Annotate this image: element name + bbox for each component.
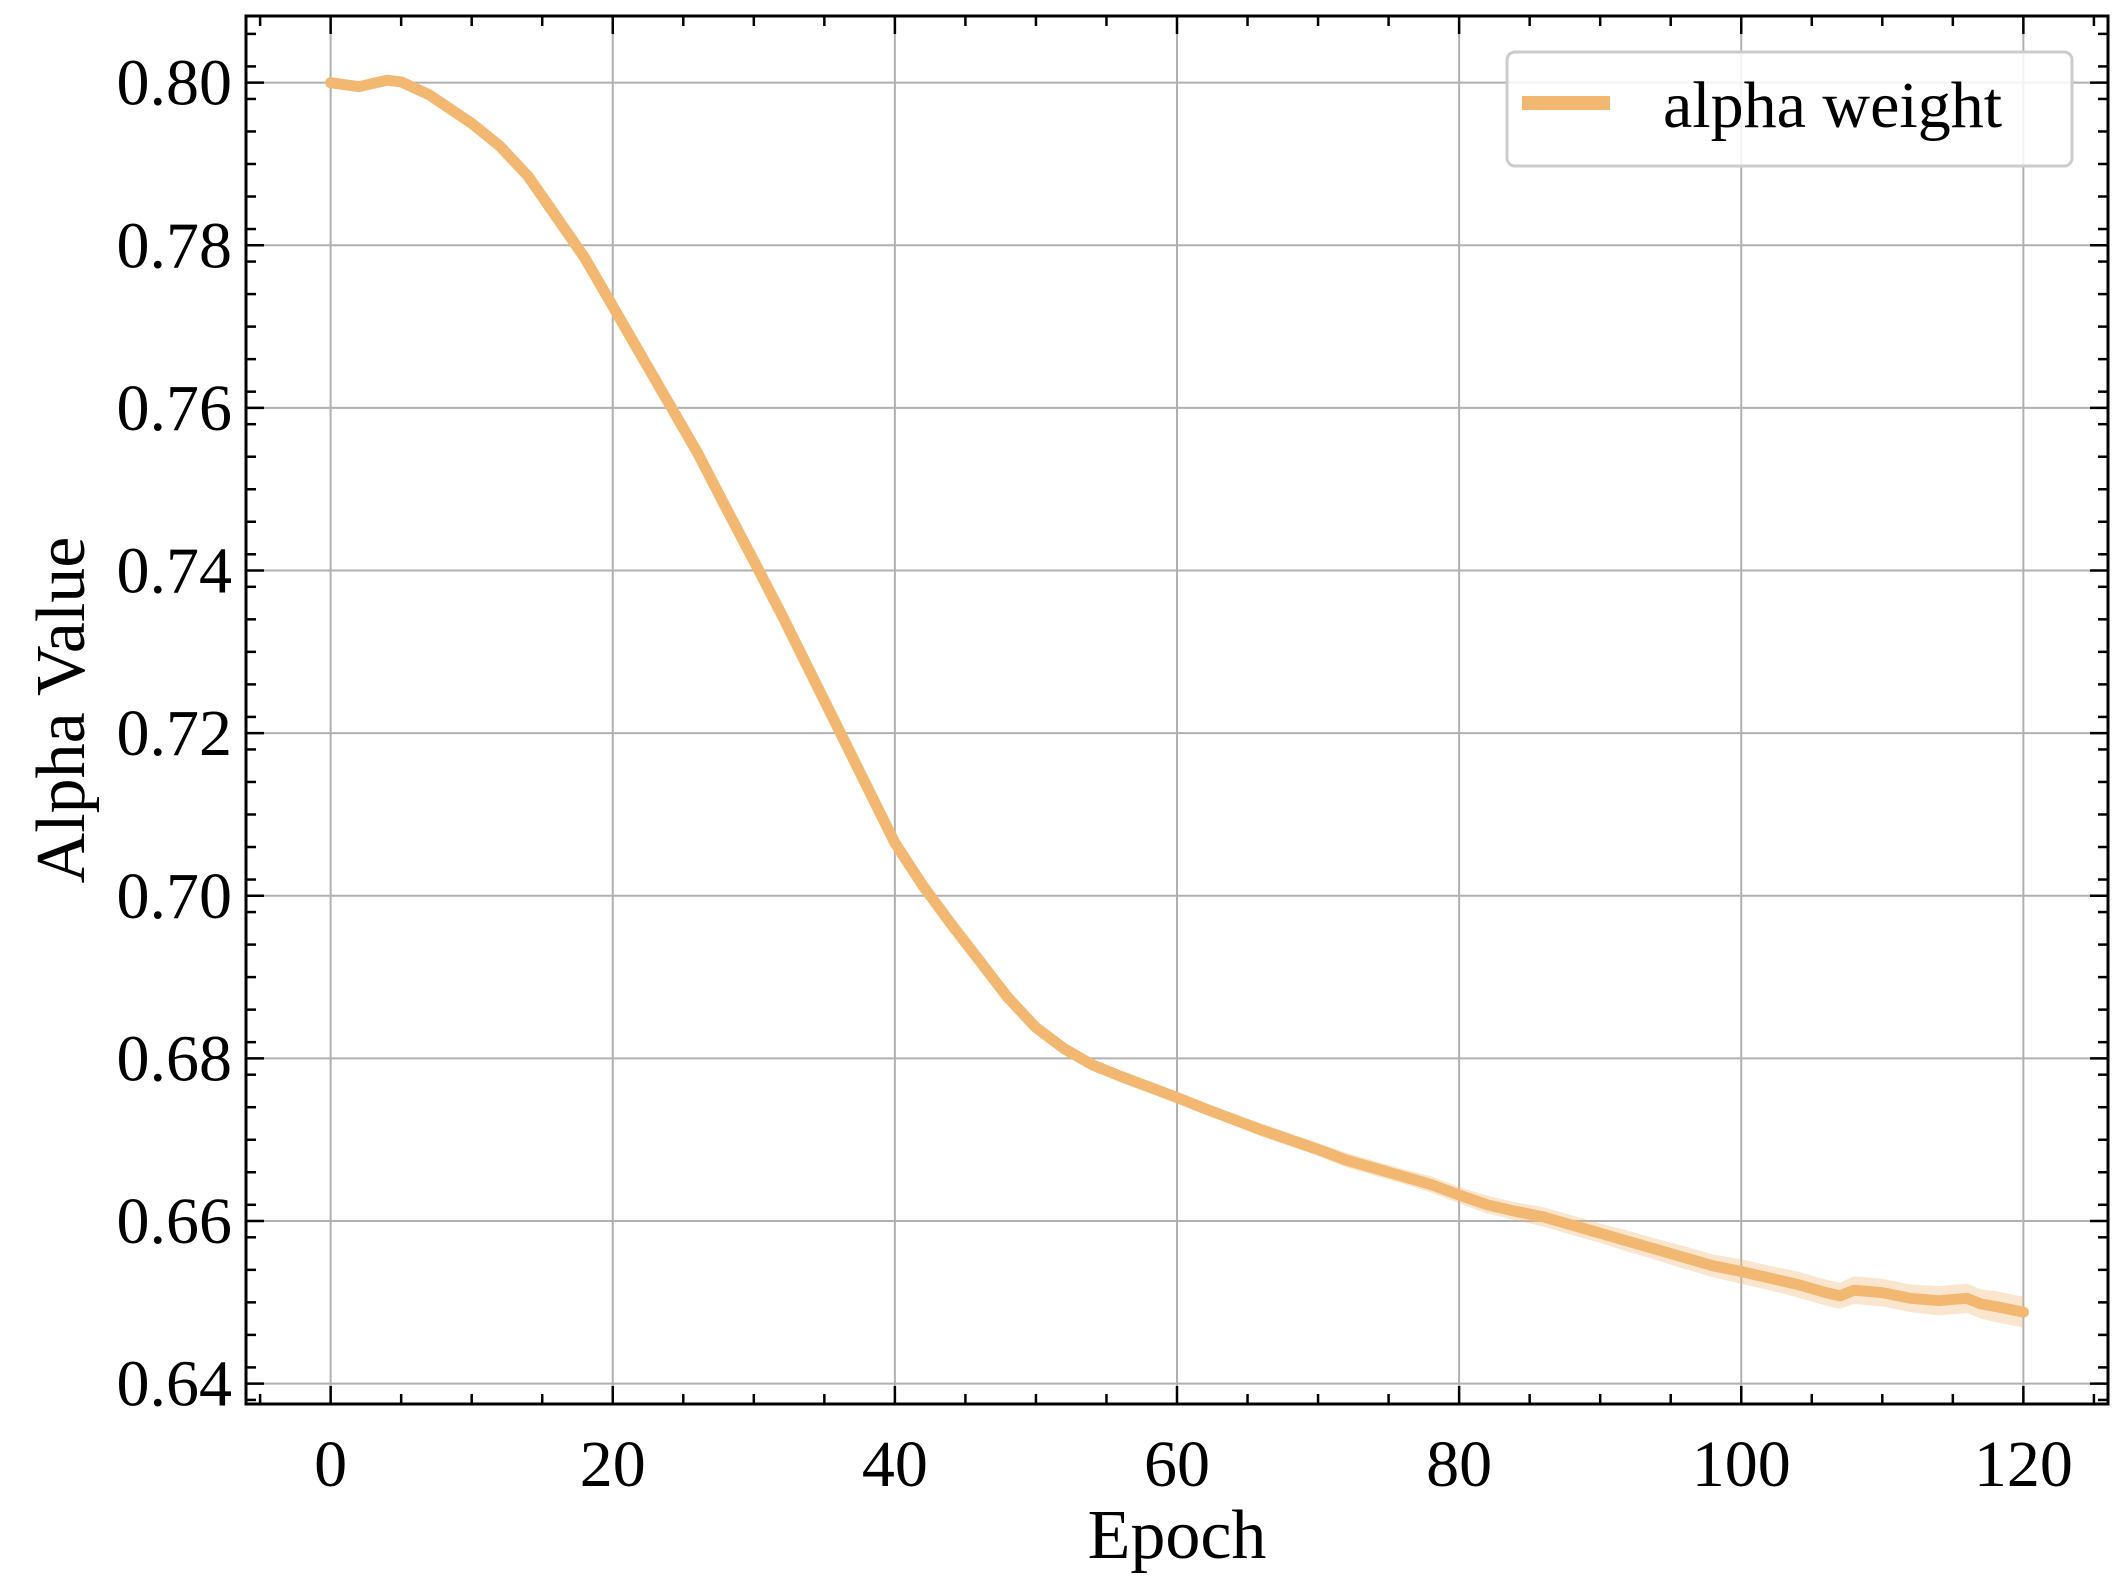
- x-tick-label: 0: [314, 1428, 347, 1501]
- legend-box: [1505, 50, 2074, 168]
- x-tick-label: 20: [580, 1428, 646, 1501]
- y-tick-labels: 0.64 0.66 0.68 0.70 0.72 0.74 0.76 0.78 0.80: [117, 47, 233, 1421]
- y-tick-label: 0.80: [117, 47, 233, 120]
- grid-lines: [246, 16, 2108, 1404]
- x-tick-labels: 0 20 40 60 80 100 120: [314, 1428, 2073, 1501]
- y-axis-label: Alpha Value: [23, 537, 100, 884]
- legend: alpha weight: [1505, 50, 2074, 168]
- axis-ticks: [246, 16, 2108, 1404]
- y-tick-label: 0.72: [117, 697, 233, 770]
- legend-label-alpha-weight: alpha weight: [1663, 69, 2002, 142]
- y-tick-label: 0.64: [117, 1348, 233, 1421]
- series-line-layer: [325, 74, 2029, 1318]
- y-tick-label: 0.70: [117, 860, 233, 933]
- x-tick-label: 60: [1144, 1428, 1210, 1501]
- y-tick-label: 0.76: [117, 372, 233, 445]
- x-tick-label: 80: [1426, 1428, 1492, 1501]
- y-tick-label: 0.74: [117, 535, 233, 608]
- x-tick-label: 100: [1692, 1428, 1791, 1501]
- x-tick-label: 40: [862, 1428, 928, 1501]
- x-tick-label: 120: [1974, 1428, 2073, 1501]
- y-tick-label: 0.66: [117, 1185, 233, 1258]
- y-tick-label: 0.78: [117, 209, 233, 282]
- x-axis-label: Epoch: [1088, 1497, 1267, 1574]
- y-tick-label: 0.68: [117, 1022, 233, 1095]
- series-line-alpha-weight: [325, 74, 2029, 1318]
